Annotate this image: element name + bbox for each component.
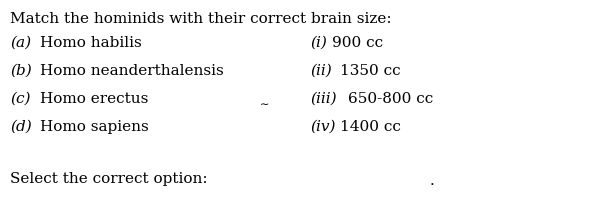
Text: 650-800 cc: 650-800 cc — [348, 92, 433, 105]
Text: (d): (d) — [10, 119, 32, 133]
Text: ∼: ∼ — [260, 100, 270, 109]
Text: Select the correct option:: Select the correct option: — [10, 171, 207, 185]
Text: Homo habilis: Homo habilis — [40, 36, 142, 50]
Text: 1400 cc: 1400 cc — [340, 119, 401, 133]
Text: (b): (b) — [10, 64, 32, 78]
Text: 1350 cc: 1350 cc — [340, 64, 401, 78]
Text: (iv): (iv) — [310, 119, 336, 133]
Text: (i): (i) — [310, 36, 327, 50]
Text: Homo sapiens: Homo sapiens — [40, 119, 149, 133]
Text: Match the hominids with their correct brain size:: Match the hominids with their correct br… — [10, 12, 392, 26]
Text: (ii): (ii) — [310, 64, 332, 78]
Text: 900 cc: 900 cc — [332, 36, 383, 50]
Text: Homo erectus: Homo erectus — [40, 92, 148, 105]
Text: .: . — [430, 173, 435, 187]
Text: (a): (a) — [10, 36, 31, 50]
Text: (c): (c) — [10, 92, 30, 105]
Text: Homo neanderthalensis: Homo neanderthalensis — [40, 64, 224, 78]
Text: (iii): (iii) — [310, 92, 337, 105]
